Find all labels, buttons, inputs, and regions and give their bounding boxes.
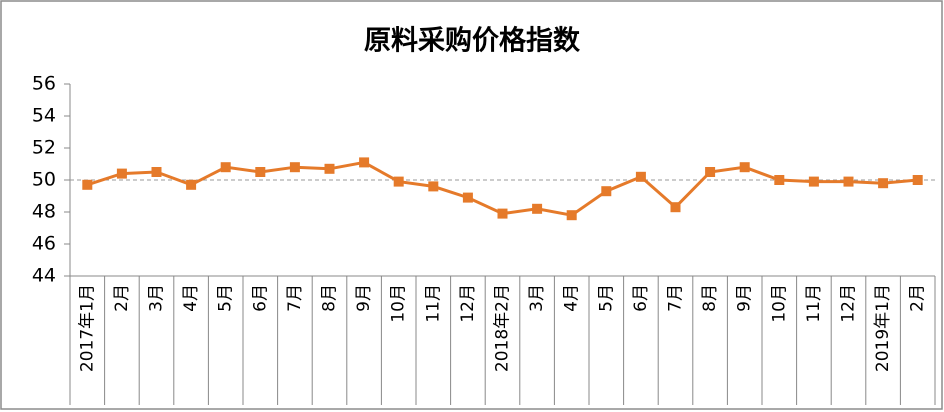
y-tick-label: 46	[32, 233, 56, 255]
x-tick-label: 4月	[562, 284, 582, 312]
x-tick-label: 2月	[112, 284, 132, 312]
marker	[670, 202, 681, 213]
x-tick-label: 2017年1月	[77, 284, 97, 372]
x-tick-label: 2019年1月	[873, 284, 893, 372]
marker	[601, 186, 612, 197]
y-tick-label: 48	[32, 201, 56, 223]
x-tick-label: 9月	[735, 284, 755, 312]
y-tick-label: 44	[32, 265, 56, 287]
x-tick-label: 5月	[596, 284, 616, 312]
x-tick-label: 6月	[250, 284, 270, 312]
x-tick-label: 11月	[804, 284, 824, 323]
marker	[324, 163, 335, 174]
x-tick-label: 4月	[181, 284, 201, 312]
x-tick-label: 8月	[320, 284, 340, 312]
marker	[878, 178, 889, 189]
x-tick-label: 3月	[527, 284, 547, 312]
marker	[912, 175, 923, 185]
marker	[739, 162, 750, 173]
x-tick-label: 2018年2月	[493, 284, 513, 372]
x-tick-label: 10月	[389, 284, 409, 323]
marker	[116, 168, 127, 179]
marker	[151, 167, 162, 177]
marker	[82, 179, 93, 190]
marker	[220, 162, 231, 173]
marker	[635, 171, 646, 182]
marker	[532, 203, 543, 214]
x-tick-label: 2月	[908, 284, 928, 312]
chart-title: 原料采购价格指数	[364, 26, 581, 57]
y-tick-label: 56	[32, 73, 56, 95]
marker	[843, 176, 854, 187]
marker	[255, 167, 266, 177]
x-tick-label: 7月	[285, 284, 305, 312]
y-tick-label: 50	[32, 169, 56, 191]
x-tick-label: 7月	[666, 284, 686, 312]
x-tick-label: 12月	[458, 284, 478, 323]
x-tick-label: 5月	[216, 284, 236, 312]
x-tick-label: 6月	[631, 284, 651, 312]
marker	[497, 208, 508, 219]
marker	[566, 210, 577, 221]
marker	[359, 157, 370, 168]
x-tick-label: 3月	[147, 284, 167, 312]
marker	[462, 192, 473, 203]
marker	[808, 176, 819, 187]
x-tick-label: 10月	[769, 284, 789, 323]
marker	[428, 181, 439, 192]
marker	[705, 167, 716, 177]
y-tick-label: 54	[32, 105, 56, 127]
marker	[289, 162, 300, 173]
y-tick-label: 52	[32, 137, 56, 159]
marker	[186, 179, 197, 190]
x-tick-label: 9月	[354, 284, 374, 312]
x-tick-label: 11月	[423, 284, 443, 323]
x-tick-label: 12月	[839, 284, 859, 323]
x-tick-label: 8月	[700, 284, 720, 312]
marker	[393, 176, 404, 187]
marker	[774, 175, 785, 185]
